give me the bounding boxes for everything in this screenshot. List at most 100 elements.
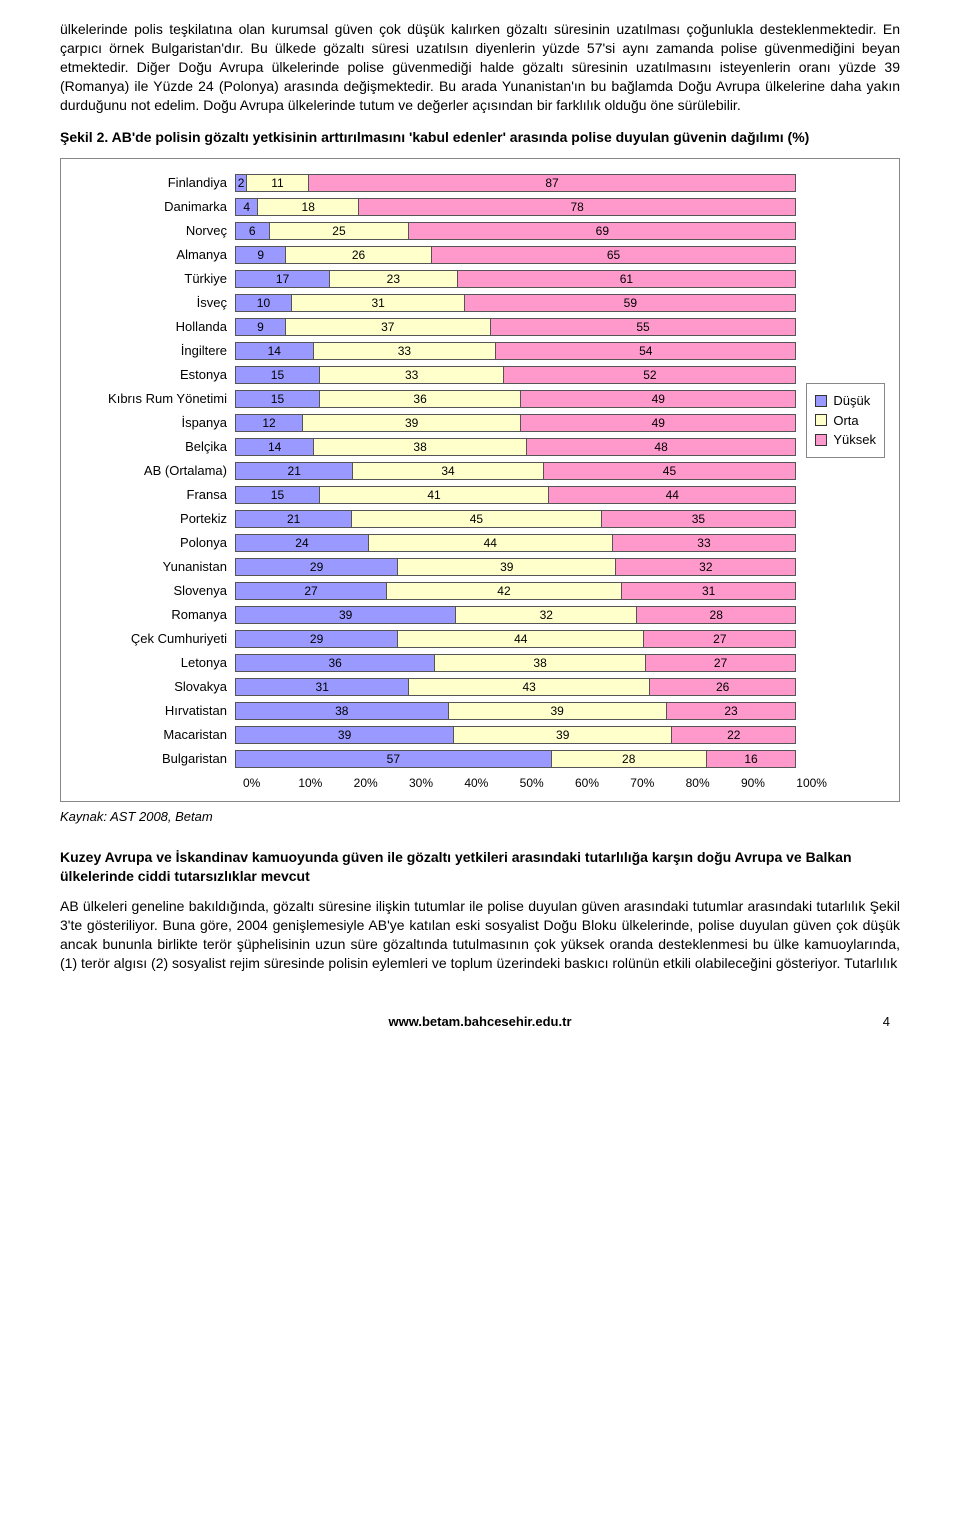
bar-segment: 45 — [352, 511, 601, 527]
bar-segment: 44 — [549, 487, 795, 503]
bar-segment: 28 — [552, 751, 707, 767]
bar-segment: 15 — [236, 367, 320, 383]
bar-segment: 26 — [650, 679, 795, 695]
figure-title: Şekil 2. AB'de polisin gözaltı yetkisini… — [60, 128, 900, 148]
axis-tick: 90% — [741, 775, 796, 791]
bar-label: Çek Cumhuriyeti — [75, 630, 235, 648]
bar-label: İspanya — [75, 414, 235, 432]
bar-segment: 34 — [353, 463, 543, 479]
bar-segment: 54 — [496, 343, 795, 359]
bar-track: 383923 — [235, 702, 796, 720]
bar-segment: 25 — [270, 223, 410, 239]
bar-label: Norveç — [75, 222, 235, 240]
bar-segment: 9 — [236, 319, 286, 335]
bar-segment: 39 — [236, 727, 454, 743]
bar-segment: 14 — [236, 439, 314, 455]
bar-segment: 14 — [236, 343, 314, 359]
bar-segment: 44 — [398, 631, 644, 647]
legend-item: Yüksek — [815, 431, 876, 449]
bar-row: Norveç62569 — [75, 221, 796, 241]
bar-row: İsveç103159 — [75, 293, 796, 313]
bar-segment: 48 — [527, 439, 795, 455]
axis-tick: 30% — [409, 775, 464, 791]
chart-legend: Düşük OrtaYüksek — [806, 383, 885, 458]
bar-label: İngiltere — [75, 342, 235, 360]
bar-track: 93755 — [235, 318, 796, 336]
legend-label: Orta — [833, 412, 858, 430]
bar-segment: 31 — [622, 583, 795, 599]
axis-tick: 80% — [686, 775, 741, 791]
bar-segment: 38 — [236, 703, 449, 719]
bar-segment: 23 — [330, 271, 457, 287]
bar-segment: 87 — [309, 175, 796, 191]
bar-label: Belçika — [75, 438, 235, 456]
bar-segment: 38 — [435, 655, 645, 671]
bar-label: Bulgaristan — [75, 750, 235, 768]
bar-track: 153352 — [235, 366, 796, 384]
bar-segment: 65 — [432, 247, 796, 263]
bar-label: Portekiz — [75, 510, 235, 528]
bar-segment: 28 — [637, 607, 795, 623]
bar-label: Fransa — [75, 486, 235, 504]
bar-label: Kıbrıs Rum Yönetimi — [75, 390, 235, 408]
bar-segment: 11 — [247, 175, 309, 191]
bar-segment: 61 — [458, 271, 796, 287]
bar-segment: 12 — [236, 415, 303, 431]
bar-track: 213445 — [235, 462, 796, 480]
bar-track: 393228 — [235, 606, 796, 624]
bar-segment: 35 — [602, 511, 796, 527]
bar-segment: 32 — [616, 559, 795, 575]
bar-segment: 59 — [465, 295, 795, 311]
bar-segment: 43 — [409, 679, 650, 695]
bar-track: 21187 — [235, 174, 796, 192]
legend-item: Düşük — [815, 392, 876, 410]
bar-track: 363827 — [235, 654, 796, 672]
bar-row: Danimarka41878 — [75, 197, 796, 217]
bar-row: İspanya123949 — [75, 413, 796, 433]
bar-segment: 39 — [303, 415, 521, 431]
bar-track: 314326 — [235, 678, 796, 696]
legend-swatch — [815, 434, 827, 446]
legend-label: Düşük — [833, 392, 870, 410]
bar-segment: 27 — [236, 583, 387, 599]
bar-row: Macaristan393922 — [75, 725, 796, 745]
bar-segment: 39 — [236, 607, 456, 623]
bar-track: 214535 — [235, 510, 796, 528]
legend-label: Yüksek — [833, 431, 876, 449]
bar-label: Türkiye — [75, 270, 235, 288]
bar-row: Slovenya274231 — [75, 581, 796, 601]
bar-segment: 44 — [369, 535, 613, 551]
bar-segment: 31 — [292, 295, 465, 311]
bar-segment: 33 — [613, 535, 796, 551]
bar-label: Hollanda — [75, 318, 235, 336]
bar-row: Yunanistan293932 — [75, 557, 796, 577]
bar-row: Portekiz214535 — [75, 509, 796, 529]
bar-segment: 29 — [236, 559, 398, 575]
bar-track: 103159 — [235, 294, 796, 312]
bar-segment: 22 — [672, 727, 795, 743]
chart-container: Finlandiya21187Danimarka41878Norveç62569… — [60, 158, 900, 802]
bar-row: AB (Ortalama)213445 — [75, 461, 796, 481]
bar-segment: 45 — [544, 463, 796, 479]
axis-tick: 20% — [354, 775, 409, 791]
bar-row: Almanya92665 — [75, 245, 796, 265]
bar-segment: 57 — [236, 751, 552, 767]
axis-tick: 40% — [464, 775, 519, 791]
bar-track: 153649 — [235, 390, 796, 408]
bar-row: Estonya153352 — [75, 365, 796, 385]
bar-row: Kıbrıs Rum Yönetimi153649 — [75, 389, 796, 409]
bar-segment: 9 — [236, 247, 286, 263]
bar-label: Hırvatistan — [75, 702, 235, 720]
bar-segment: 27 — [644, 631, 795, 647]
bar-row: Romanya393228 — [75, 605, 796, 625]
bar-row: Türkiye172361 — [75, 269, 796, 289]
bar-track: 143354 — [235, 342, 796, 360]
page-footer: www.betam.bahcesehir.edu.tr 4 — [60, 1013, 900, 1031]
bar-segment: 27 — [646, 655, 796, 671]
body-paragraph: AB ülkeleri geneline bakıldığında, gözal… — [60, 897, 900, 973]
bar-track: 62569 — [235, 222, 796, 240]
bar-row: Belçika143848 — [75, 437, 796, 457]
footer-url: www.betam.bahcesehir.edu.tr — [90, 1013, 870, 1031]
bar-row: Fransa154144 — [75, 485, 796, 505]
bar-label: Macaristan — [75, 726, 235, 744]
